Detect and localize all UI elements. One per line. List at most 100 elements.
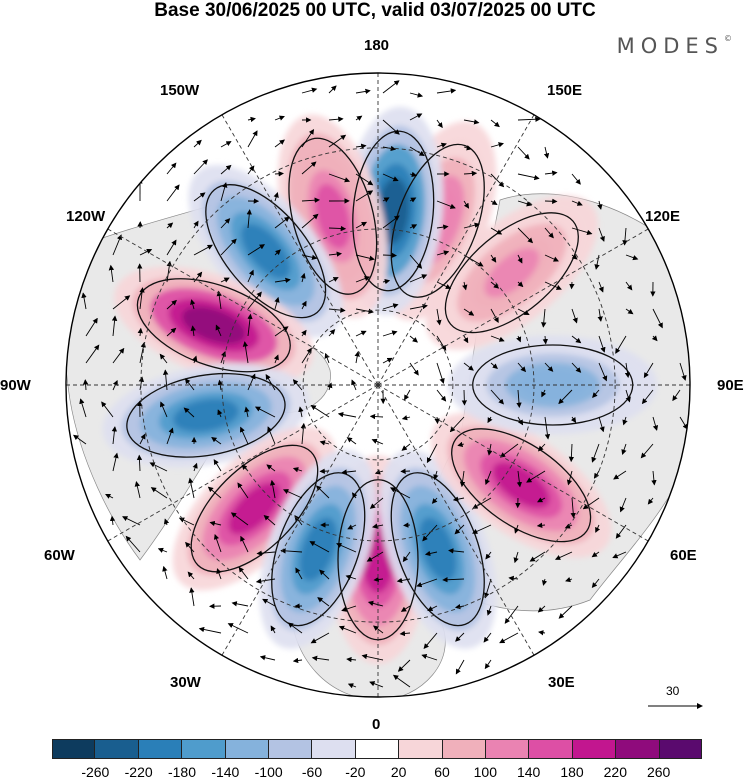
wind-arrow (490, 119, 500, 128)
wind-arrow (463, 335, 469, 344)
wind-arrow (81, 292, 87, 310)
wind-arrow (625, 254, 639, 261)
wind-arrow (517, 146, 530, 160)
colorbar-tick-label: 100 (473, 764, 498, 780)
wind-arrow (570, 416, 577, 423)
wind-arrow (274, 277, 291, 284)
wind-arrow (193, 192, 206, 202)
wind-arrow (159, 353, 168, 364)
wind-arrow (157, 547, 168, 553)
wind-arrow (108, 264, 115, 283)
reference-vector: 30 (640, 684, 710, 714)
wind-arrow (490, 254, 497, 263)
wind-arrow (162, 565, 168, 580)
wind-arrow (538, 630, 546, 636)
wind-arrow (517, 281, 524, 288)
wind-arrow (112, 452, 119, 472)
wind-arrow (679, 416, 688, 430)
wind-arrow (301, 329, 307, 337)
wind-arrow (328, 85, 337, 94)
wind-arrow (516, 335, 522, 343)
wind-arrow (355, 88, 371, 95)
wind-arrow (247, 244, 265, 256)
wind-arrow (571, 362, 582, 373)
wind-arrow (436, 362, 445, 384)
wind-arrow (220, 238, 237, 256)
wind-arrow (558, 389, 573, 405)
wind-arrow (672, 389, 681, 402)
wind-arrow (230, 512, 249, 526)
wind-arrow (355, 254, 375, 261)
lon-label-30w: 30W (170, 674, 201, 691)
wind-arrow (274, 171, 284, 177)
wind-arrow (237, 482, 249, 499)
anomaly-contour (190, 444, 319, 573)
wind-arrow (240, 535, 249, 553)
wind-arrow (597, 308, 603, 322)
wind-arrow (319, 440, 330, 446)
wind-arrow (490, 362, 498, 369)
wind-arrow (166, 184, 180, 202)
latitude-circle (302, 309, 454, 461)
wind-arrow (112, 234, 122, 256)
wind-arrow (193, 139, 202, 148)
wind-arrow (537, 497, 546, 503)
wind-arrow (346, 437, 357, 445)
wind-arrow (622, 416, 628, 426)
wind-arrow (472, 497, 492, 509)
wind-arrow (382, 173, 399, 182)
lon-label-60w: 60W (44, 547, 75, 564)
wind-arrow (160, 401, 168, 418)
lon-label-0: 0 (372, 716, 381, 733)
wind-arrow (442, 577, 465, 583)
wind-arrow (382, 215, 400, 229)
wind-arrow (571, 335, 582, 344)
wind-arrow (436, 389, 447, 402)
wind-arrow (198, 626, 222, 634)
wind-arrow (166, 239, 177, 256)
wind-arrow (300, 422, 307, 445)
wind-arrow (613, 470, 627, 480)
graticule (66, 73, 690, 697)
colorbar-tick-label: 260 (646, 764, 671, 780)
wind-arrow (598, 335, 606, 353)
anomaly-contour (288, 137, 378, 295)
wind-arrow (367, 600, 384, 607)
wind-arrow (571, 254, 578, 260)
wind-arrow (409, 362, 419, 376)
wind-arrow (401, 415, 411, 421)
wind-arrow (193, 271, 203, 283)
wind-arrow (625, 308, 634, 315)
wind-arrow (409, 303, 428, 310)
map-boundary (65, 72, 691, 698)
lon-label-120e: 120E (645, 208, 681, 225)
colorbar-tick-label: -220 (124, 764, 153, 780)
wind-arrow (463, 200, 470, 209)
wind-arrow (652, 308, 663, 329)
wind-arrow (336, 542, 357, 553)
wind-arrow (347, 524, 357, 530)
wind-arrow (82, 379, 89, 391)
wind-arrow (404, 389, 411, 401)
reference-arrow-icon (648, 703, 703, 709)
colorbar-tick-label: 60 (434, 764, 450, 780)
wind-arrow (328, 251, 343, 257)
wind-arrow (327, 382, 333, 391)
wind-arrow (651, 335, 658, 342)
wind-arrow (112, 295, 131, 310)
wind-arrow (311, 655, 330, 662)
wind-arrow (85, 344, 100, 364)
wind-arrow (490, 389, 504, 405)
wind-arrow (517, 227, 534, 244)
wind-arrow (615, 335, 627, 354)
colorbar-tick-label: 140 (516, 764, 541, 780)
wind-arrow (486, 605, 492, 616)
colorbar-tick-label: 220 (603, 764, 628, 780)
wind-arrow (301, 161, 317, 175)
wind-arrow (301, 87, 318, 94)
wind-arrow (382, 197, 390, 203)
wind-arrow (544, 254, 559, 262)
wind-arrow (211, 436, 222, 445)
anomaly-contour (352, 130, 435, 292)
wind-arrow (247, 373, 256, 391)
